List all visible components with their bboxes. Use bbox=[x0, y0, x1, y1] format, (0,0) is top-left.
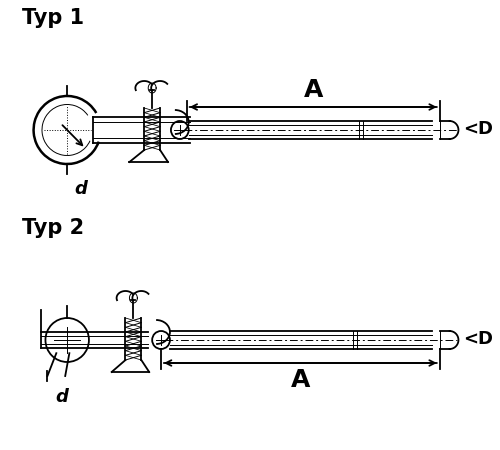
Text: d: d bbox=[74, 180, 88, 198]
Text: <D: <D bbox=[464, 330, 494, 348]
Text: <D: <D bbox=[464, 120, 494, 138]
Text: A: A bbox=[304, 78, 323, 102]
Text: Typ 2: Typ 2 bbox=[22, 218, 84, 238]
Text: Typ 1: Typ 1 bbox=[22, 8, 84, 28]
Text: A: A bbox=[290, 368, 310, 392]
Text: d: d bbox=[56, 388, 68, 406]
